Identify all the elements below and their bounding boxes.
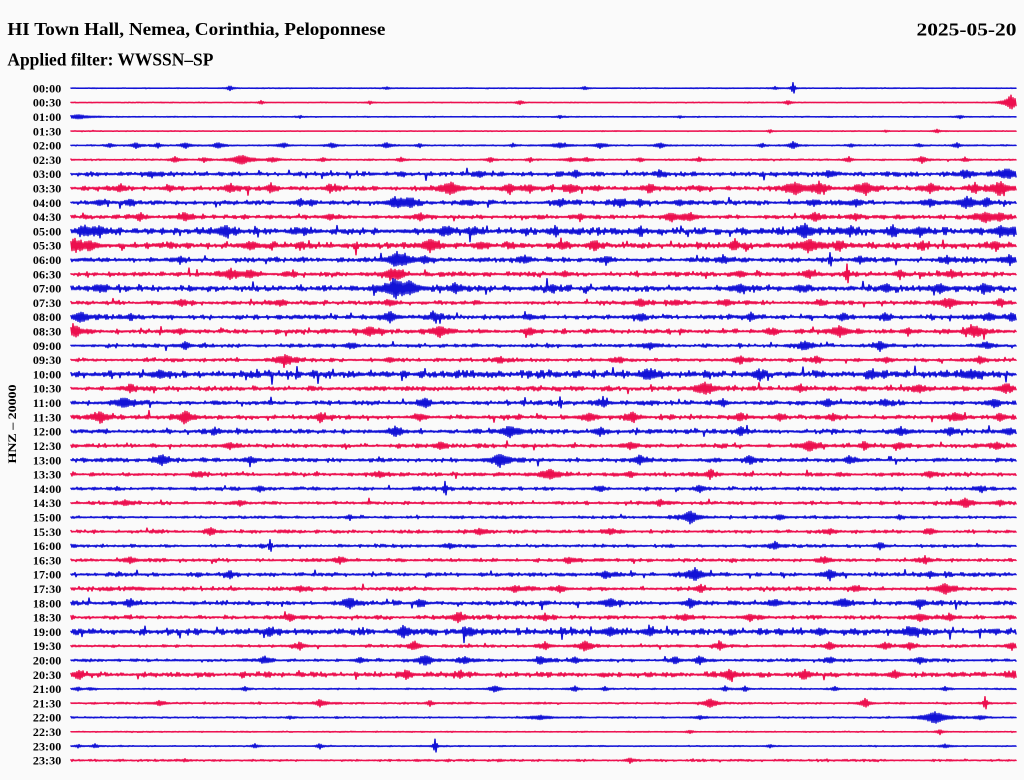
svg-text:2025-05-20: 2025-05-20 [917,20,1017,40]
svg-text:HI Town Hall, Nemea, Corinthia: HI Town Hall, Nemea, Corinthia, Peloponn… [7,19,385,39]
svg-text:01:00: 01:00 [33,110,61,124]
svg-text:08:00: 08:00 [33,310,61,324]
svg-text:23:00: 23:00 [33,739,61,753]
svg-text:08:30: 08:30 [33,325,61,339]
svg-text:18:00: 18:00 [33,596,61,610]
svg-text:12:30: 12:30 [33,439,61,453]
svg-text:13:30: 13:30 [33,468,61,482]
svg-text:01:30: 01:30 [33,124,61,138]
svg-text:09:30: 09:30 [33,353,61,367]
svg-text:05:00: 05:00 [33,224,61,238]
svg-text:12:00: 12:00 [33,425,61,439]
svg-text:02:00: 02:00 [33,139,61,153]
svg-text:21:30: 21:30 [33,696,61,710]
svg-text:22:00: 22:00 [33,711,61,725]
svg-text:03:30: 03:30 [33,182,61,196]
svg-text:23:30: 23:30 [33,754,61,768]
svg-text:Applied filter: WWSSN–SP: Applied filter: WWSSN–SP [7,49,213,69]
svg-text:16:00: 16:00 [33,539,61,553]
svg-text:10:00: 10:00 [33,367,61,381]
svg-text:15:00: 15:00 [33,511,61,525]
svg-text:HNZ – 20000: HNZ – 20000 [5,385,19,464]
svg-text:11:00: 11:00 [33,396,61,410]
svg-text:10:30: 10:30 [33,382,61,396]
svg-text:04:00: 04:00 [33,196,61,210]
svg-text:07:00: 07:00 [33,282,61,296]
svg-text:13:00: 13:00 [33,453,61,467]
svg-text:14:00: 14:00 [33,482,61,496]
svg-text:19:30: 19:30 [33,639,61,653]
svg-text:11:30: 11:30 [33,410,61,424]
svg-text:16:30: 16:30 [33,553,61,567]
svg-text:20:30: 20:30 [33,668,61,682]
svg-text:17:30: 17:30 [33,582,61,596]
svg-text:22:30: 22:30 [33,725,61,739]
svg-text:14:30: 14:30 [33,496,61,510]
svg-text:15:30: 15:30 [33,525,61,539]
svg-text:05:30: 05:30 [33,239,61,253]
svg-text:00:30: 00:30 [33,96,61,110]
svg-text:06:00: 06:00 [33,253,61,267]
svg-text:18:30: 18:30 [33,611,61,625]
svg-text:19:00: 19:00 [33,625,61,639]
svg-text:04:30: 04:30 [33,210,61,224]
svg-text:03:00: 03:00 [33,167,61,181]
svg-text:02:30: 02:30 [33,153,61,167]
svg-text:06:30: 06:30 [33,267,61,281]
svg-text:17:00: 17:00 [33,568,61,582]
svg-text:09:00: 09:00 [33,339,61,353]
svg-text:20:00: 20:00 [33,654,61,668]
svg-text:00:00: 00:00 [33,81,61,95]
svg-text:07:30: 07:30 [33,296,61,310]
svg-text:21:00: 21:00 [33,682,61,696]
